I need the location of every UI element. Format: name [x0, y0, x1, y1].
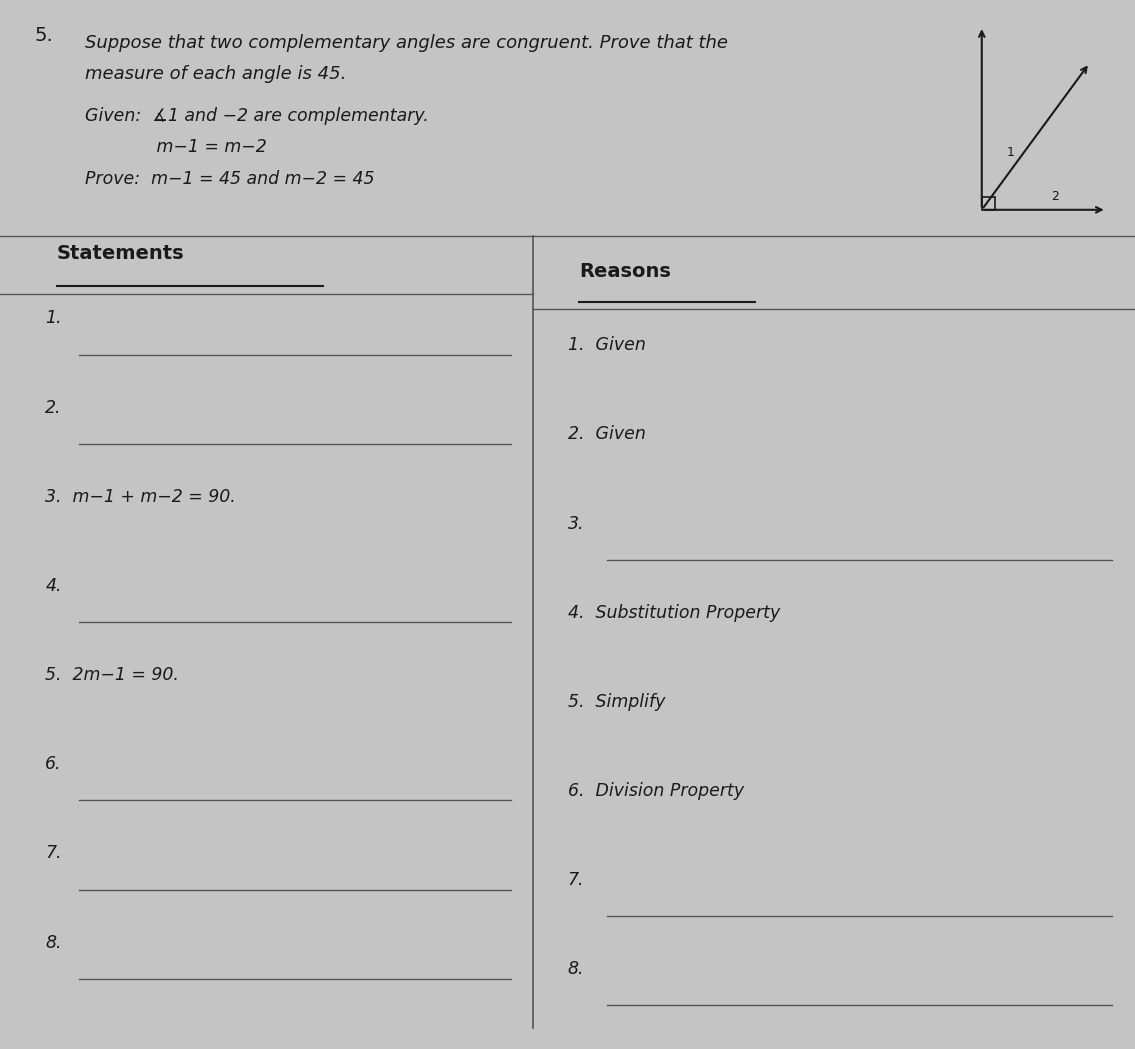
Text: Statements: Statements — [57, 244, 184, 263]
Text: 4.: 4. — [45, 577, 62, 595]
Text: 8.: 8. — [568, 961, 585, 979]
Text: Prove:  m−1 = 45 and m−2 = 45: Prove: m−1 = 45 and m−2 = 45 — [85, 170, 375, 188]
Text: m−1 = m−2: m−1 = m−2 — [85, 138, 267, 156]
Text: 7.: 7. — [45, 844, 62, 862]
Text: 2: 2 — [1052, 190, 1059, 202]
Text: Given:  ∡1 and −2 are complementary.: Given: ∡1 and −2 are complementary. — [85, 107, 429, 125]
Text: 1.  Given: 1. Given — [568, 337, 646, 355]
Text: 6.: 6. — [45, 755, 62, 773]
Text: 8.: 8. — [45, 934, 62, 951]
Text: 2.: 2. — [45, 399, 62, 416]
Text: 5.: 5. — [34, 26, 53, 45]
Text: 4.  Substitution Property: 4. Substitution Property — [568, 604, 780, 622]
Text: 5.  2m−1 = 90.: 5. 2m−1 = 90. — [45, 666, 179, 684]
Text: 7.: 7. — [568, 871, 585, 890]
Text: 3.: 3. — [568, 515, 585, 533]
Text: measure of each angle is 45.: measure of each angle is 45. — [85, 65, 346, 83]
Text: 1: 1 — [1007, 146, 1014, 158]
Text: 3.  m−1 + m−2 = 90.: 3. m−1 + m−2 = 90. — [45, 488, 236, 506]
Text: Suppose that two complementary angles are congruent. Prove that the: Suppose that two complementary angles ar… — [85, 34, 729, 51]
Text: 5.  Simplify: 5. Simplify — [568, 693, 665, 711]
Text: 1.: 1. — [45, 309, 62, 327]
Text: Reasons: Reasons — [579, 262, 671, 281]
Text: 6.  Division Property: 6. Division Property — [568, 783, 743, 800]
Text: 2.  Given: 2. Given — [568, 426, 646, 444]
